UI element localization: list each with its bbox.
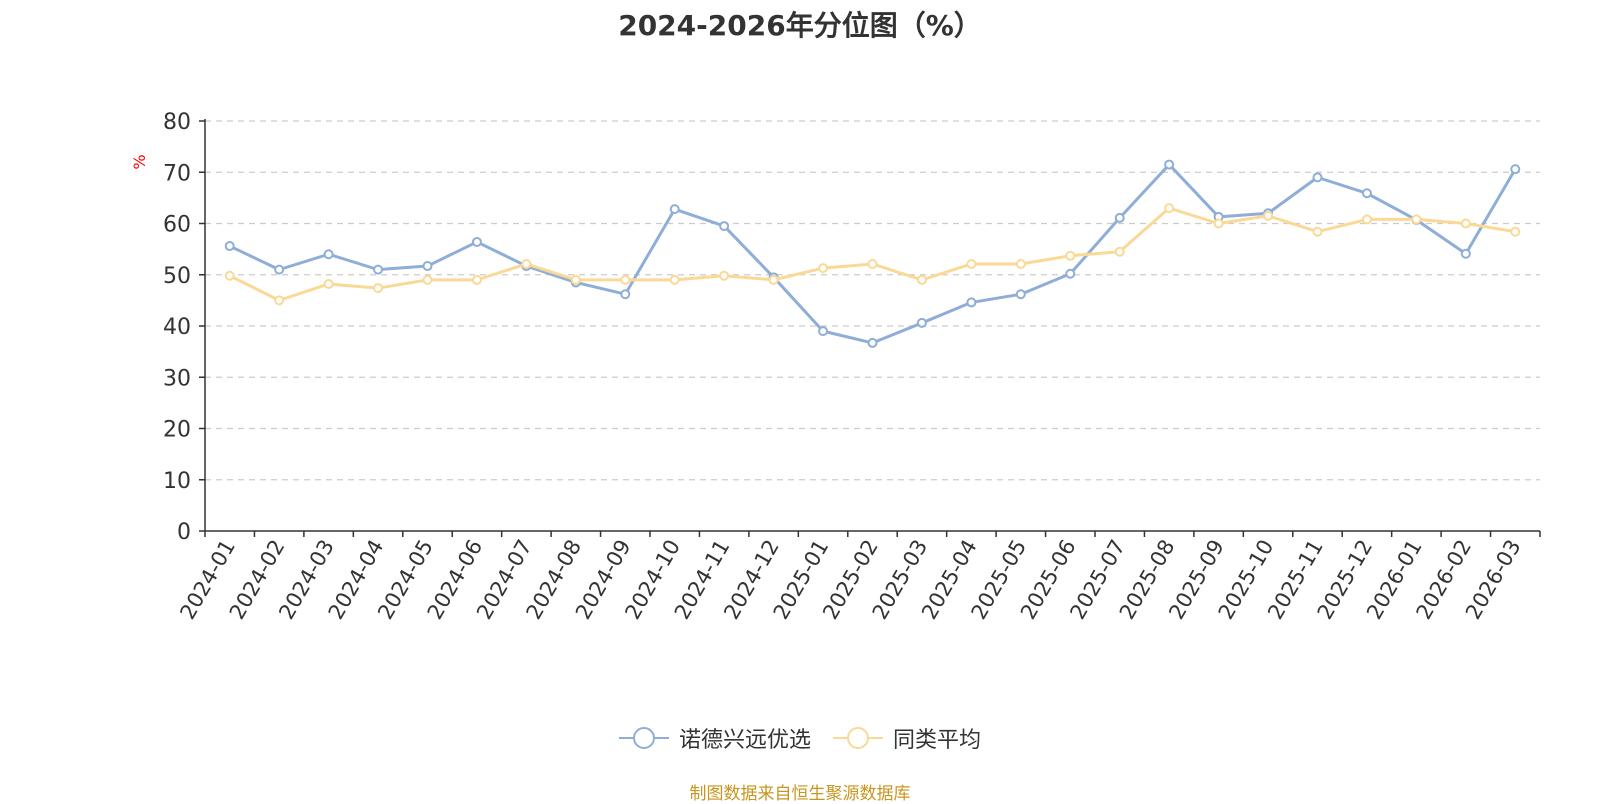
data-point	[768, 274, 779, 285]
y-tick-label: 40	[163, 315, 191, 340]
series-line	[229, 163, 1517, 345]
data-point	[323, 249, 334, 260]
data-point	[422, 274, 433, 285]
axes: 010203040506070802024-012024-022024-0320…	[163, 110, 1541, 623]
y-tick-label: 50	[163, 264, 191, 289]
data-point	[669, 274, 680, 285]
data-source-note: 制图数据来自恒生聚源数据库	[689, 784, 911, 804]
y-axis-unit-label: %	[130, 154, 149, 169]
data-point	[1114, 212, 1125, 223]
data-point	[1015, 258, 1026, 269]
data-point	[570, 274, 581, 285]
data-point	[867, 258, 878, 269]
data-point	[916, 317, 927, 328]
data-point	[471, 274, 482, 285]
data-point	[1263, 210, 1274, 221]
data-point	[719, 270, 730, 281]
data-point	[1460, 248, 1471, 259]
legend-label: 同类平均	[893, 728, 982, 753]
legend-marker-icon	[833, 727, 883, 749]
data-point	[1065, 268, 1076, 279]
y-tick-label: 80	[163, 110, 191, 135]
legend-marker-icon	[618, 727, 669, 749]
data-point	[373, 264, 384, 275]
legend-item[interactable]: 同类平均	[833, 722, 981, 754]
legend: 诺德兴远优选 同类平均	[0, 722, 1600, 754]
series-lines	[224, 159, 1521, 348]
data-point	[274, 264, 285, 275]
data-point	[1361, 188, 1372, 199]
data-point	[1361, 214, 1372, 225]
data-point	[669, 204, 680, 215]
data-point	[471, 236, 482, 247]
data-point	[867, 337, 878, 348]
y-tick-label: 70	[163, 161, 191, 186]
data-point	[521, 258, 532, 269]
data-point	[620, 274, 631, 285]
data-point	[719, 221, 730, 232]
data-point	[1164, 203, 1175, 214]
y-tick-label: 0	[177, 520, 191, 545]
y-tick-label: 30	[163, 366, 191, 391]
legend-label: 诺德兴远优选	[678, 728, 811, 753]
y-tick-label: 10	[163, 469, 191, 494]
data-point	[224, 241, 235, 252]
data-point	[373, 283, 384, 294]
y-tick-label: 60	[163, 213, 191, 238]
data-point	[966, 258, 977, 269]
data-point	[1312, 226, 1323, 237]
grid-lines	[205, 120, 1540, 481]
data-point	[1510, 164, 1521, 175]
data-point	[1411, 214, 1422, 225]
data-point	[620, 289, 631, 300]
y-tick-label: 20	[163, 418, 191, 443]
data-point	[1164, 159, 1175, 170]
data-point	[966, 297, 977, 308]
data-point	[1213, 218, 1224, 229]
data-point	[274, 295, 285, 306]
data-point	[1065, 250, 1076, 261]
data-point	[916, 274, 927, 285]
chart-title: 2024-2026年分位图（%）	[618, 9, 982, 42]
data-point	[1312, 172, 1323, 183]
data-point	[1114, 246, 1125, 257]
data-point	[224, 270, 235, 281]
legend-item[interactable]: 诺德兴远优选	[618, 722, 811, 754]
data-point	[1460, 218, 1471, 229]
data-point	[323, 278, 334, 289]
data-point	[818, 326, 829, 337]
data-point	[818, 263, 829, 274]
data-point	[1510, 226, 1521, 237]
data-point	[422, 261, 433, 272]
series-line	[229, 206, 1516, 302]
data-point	[1015, 289, 1026, 300]
